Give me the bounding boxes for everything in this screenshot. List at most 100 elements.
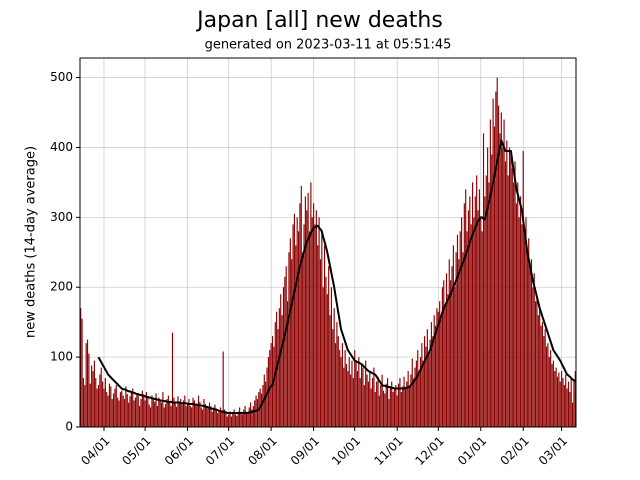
bar [506, 140, 508, 427]
bar [458, 259, 460, 427]
bar [344, 350, 346, 427]
bar [411, 358, 413, 427]
bar [354, 350, 356, 427]
bar [289, 238, 291, 427]
bar [97, 385, 100, 427]
bar [133, 400, 135, 427]
bar [418, 371, 420, 427]
bar [352, 378, 354, 427]
bar [437, 311, 439, 427]
bar [204, 403, 206, 427]
bar [118, 400, 120, 427]
bar [121, 390, 123, 427]
bar [350, 374, 352, 427]
bar [374, 392, 376, 427]
bar [112, 393, 115, 427]
bar [303, 224, 305, 427]
bar [421, 343, 423, 427]
bar [185, 406, 187, 427]
bar [513, 182, 515, 427]
bar [341, 343, 343, 427]
bar [535, 301, 537, 427]
bar [103, 388, 105, 427]
bar [385, 383, 387, 427]
bar [307, 192, 309, 427]
bar [111, 399, 113, 427]
bar [422, 360, 424, 427]
bar [184, 395, 186, 427]
bar [514, 161, 516, 427]
bar [237, 411, 239, 427]
bar [173, 397, 175, 427]
bar [254, 400, 256, 427]
bar [82, 378, 85, 427]
bar [186, 402, 189, 427]
bar [285, 266, 287, 427]
bar [291, 259, 293, 427]
y-tick-label: 100 [50, 350, 73, 364]
bar [561, 371, 563, 427]
bar [317, 245, 319, 427]
bar [517, 182, 519, 427]
bar [461, 217, 463, 427]
bar [91, 365, 93, 427]
bar [403, 376, 405, 427]
bar [151, 395, 153, 427]
bar [530, 259, 533, 427]
bar [188, 399, 190, 427]
bar [221, 411, 223, 427]
bar [426, 329, 428, 427]
bar [424, 336, 426, 427]
bar [132, 388, 134, 427]
bar [413, 378, 415, 427]
bar [382, 390, 385, 427]
bar [140, 399, 142, 427]
bar [314, 224, 316, 427]
bar [362, 367, 364, 427]
bar [454, 287, 456, 427]
bar [550, 350, 552, 427]
bar [277, 329, 279, 427]
bar [397, 383, 400, 427]
bar [432, 336, 434, 427]
bar [502, 147, 504, 428]
bar [481, 231, 483, 427]
bar [562, 378, 564, 427]
bar [251, 409, 253, 427]
bar [428, 353, 430, 427]
bar [159, 400, 161, 427]
bar [484, 196, 486, 427]
bar [544, 329, 546, 427]
bar [351, 360, 353, 427]
bar [406, 381, 408, 427]
y-tick-label: 200 [50, 280, 73, 294]
bar [540, 325, 542, 427]
bar [99, 374, 101, 427]
bar [507, 175, 509, 427]
bar [414, 367, 416, 427]
bar [334, 343, 337, 427]
bar [170, 406, 172, 427]
y-tick-label: 500 [50, 70, 73, 84]
bar [233, 409, 235, 427]
bar [318, 217, 320, 427]
bar [430, 322, 433, 427]
bar [141, 390, 143, 427]
bar [365, 360, 367, 427]
bar [532, 287, 534, 427]
bar [297, 231, 300, 427]
bar [504, 161, 507, 427]
bar [226, 416, 228, 427]
bar [462, 252, 464, 427]
bar [296, 217, 298, 427]
bar [191, 407, 193, 427]
bar [322, 287, 324, 427]
chart-subtitle: generated on 2023-03-11 at 05:51:45 [205, 38, 452, 53]
bar [355, 360, 357, 427]
bar [510, 154, 512, 427]
bar [155, 393, 157, 427]
x-tick-label: 07/01 [203, 434, 237, 468]
bar [522, 150, 524, 428]
